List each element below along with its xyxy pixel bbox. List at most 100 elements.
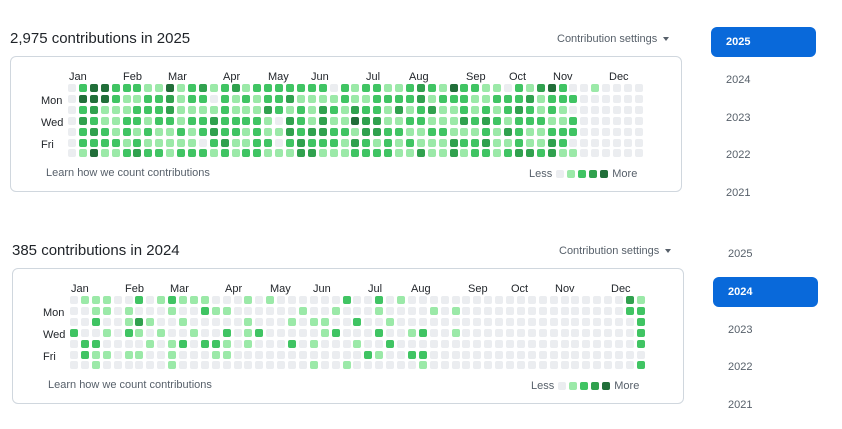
contribution-cell[interactable] [615, 296, 623, 304]
contribution-cell[interactable] [329, 84, 338, 92]
contribution-cell[interactable] [580, 105, 589, 114]
contribution-cell[interactable] [331, 339, 340, 348]
contribution-cell[interactable] [275, 138, 284, 147]
contribution-cell[interactable] [636, 339, 645, 348]
contribution-cell[interactable] [157, 328, 166, 337]
contribution-cell[interactable] [560, 361, 569, 370]
contribution-cell[interactable] [146, 350, 155, 359]
contribution-cell[interactable] [124, 317, 133, 326]
contribution-cell[interactable] [613, 138, 621, 147]
contribution-cell[interactable] [122, 138, 131, 147]
contribution-cell[interactable] [296, 127, 305, 136]
contribution-cell[interactable] [462, 317, 471, 326]
contribution-cell[interactable] [244, 306, 253, 315]
contribution-cell[interactable] [625, 361, 634, 370]
contribution-cell[interactable] [209, 84, 218, 92]
contribution-cell[interactable] [558, 138, 567, 147]
contribution-cell[interactable] [80, 328, 89, 337]
contribution-cell[interactable] [429, 361, 438, 370]
contribution-cell[interactable] [460, 94, 469, 103]
contribution-cell[interactable] [362, 105, 371, 114]
contribution-cell[interactable] [124, 339, 133, 348]
contribution-settings-button[interactable]: Contribution settings [557, 33, 670, 45]
contribution-cell[interactable] [166, 138, 175, 147]
contribution-cell[interactable] [604, 339, 613, 348]
contribution-cell[interactable] [516, 361, 525, 370]
contribution-cell[interactable] [200, 339, 209, 348]
contribution-cell[interactable] [636, 306, 645, 315]
contribution-cell[interactable] [329, 127, 338, 136]
year-link-2023[interactable]: 2023 [728, 324, 753, 336]
contribution-cell[interactable] [582, 339, 591, 348]
contribution-cell[interactable] [351, 127, 360, 136]
contribution-cell[interactable] [135, 361, 144, 370]
contribution-cell[interactable] [397, 328, 405, 337]
contribution-cell[interactable] [582, 328, 591, 337]
contribution-cell[interactable] [209, 127, 218, 136]
contribution-cell[interactable] [233, 328, 242, 337]
contribution-cell[interactable] [135, 339, 144, 348]
contribution-cell[interactable] [318, 149, 327, 158]
contribution-cell[interactable] [484, 350, 493, 359]
contribution-cell[interactable] [220, 127, 229, 136]
contribution-cell[interactable] [244, 317, 253, 326]
contribution-cell[interactable] [307, 127, 316, 136]
contribution-cell[interactable] [549, 361, 558, 370]
contribution-cell[interactable] [320, 328, 329, 337]
contribution-cell[interactable] [189, 339, 198, 348]
contribution-cell[interactable] [623, 105, 632, 114]
contribution-cell[interactable] [231, 84, 240, 92]
contribution-cell[interactable] [580, 84, 589, 92]
contribution-cell[interactable] [473, 350, 482, 359]
contribution-cell[interactable] [222, 339, 231, 348]
contribution-cell[interactable] [168, 317, 177, 326]
contribution-cell[interactable] [602, 116, 611, 125]
contribution-cell[interactable] [427, 105, 436, 114]
contribution-cell[interactable] [416, 116, 425, 125]
contribution-cell[interactable] [242, 127, 251, 136]
contribution-cell[interactable] [593, 306, 602, 315]
contribution-cell[interactable] [362, 127, 371, 136]
contribution-cell[interactable] [407, 296, 416, 304]
contribution-cell[interactable] [320, 339, 329, 348]
contribution-cell[interactable] [166, 84, 175, 92]
contribution-cell[interactable] [395, 149, 403, 158]
contribution-cell[interactable] [222, 306, 231, 315]
contribution-cell[interactable] [484, 296, 493, 304]
contribution-cell[interactable] [438, 94, 447, 103]
contribution-cell[interactable] [482, 138, 491, 147]
contribution-cell[interactable] [615, 306, 623, 315]
contribution-cell[interactable] [277, 350, 286, 359]
contribution-cell[interactable] [416, 127, 425, 136]
contribution-cell[interactable] [438, 127, 447, 136]
contribution-cell[interactable] [133, 127, 142, 136]
contribution-cell[interactable] [157, 317, 166, 326]
contribution-cell[interactable] [286, 84, 294, 92]
contribution-cell[interactable] [493, 116, 502, 125]
contribution-cell[interactable] [547, 116, 556, 125]
contribution-cell[interactable] [418, 328, 427, 337]
contribution-cell[interactable] [342, 328, 351, 337]
contribution-cell[interactable] [602, 149, 611, 158]
year-link-2021[interactable]: 2021 [728, 399, 753, 411]
contribution-cell[interactable] [560, 350, 569, 359]
contribution-cell[interactable] [222, 296, 231, 304]
contribution-cell[interactable] [80, 317, 89, 326]
contribution-cell[interactable] [591, 116, 600, 125]
contribution-cell[interactable] [514, 138, 523, 147]
contribution-cell[interactable] [255, 296, 264, 304]
contribution-cell[interactable] [440, 296, 449, 304]
contribution-cell[interactable] [634, 149, 643, 158]
contribution-cell[interactable] [613, 127, 621, 136]
contribution-cell[interactable] [264, 138, 273, 147]
contribution-cell[interactable] [198, 127, 207, 136]
contribution-cell[interactable] [547, 84, 556, 92]
contribution-cell[interactable] [222, 328, 231, 337]
contribution-cell[interactable] [582, 296, 591, 304]
contribution-cell[interactable] [623, 149, 632, 158]
contribution-cell[interactable] [580, 116, 589, 125]
contribution-cell[interactable] [113, 296, 122, 304]
contribution-cell[interactable] [580, 127, 589, 136]
contribution-cell[interactable] [384, 105, 393, 114]
contribution-cell[interactable] [266, 350, 275, 359]
